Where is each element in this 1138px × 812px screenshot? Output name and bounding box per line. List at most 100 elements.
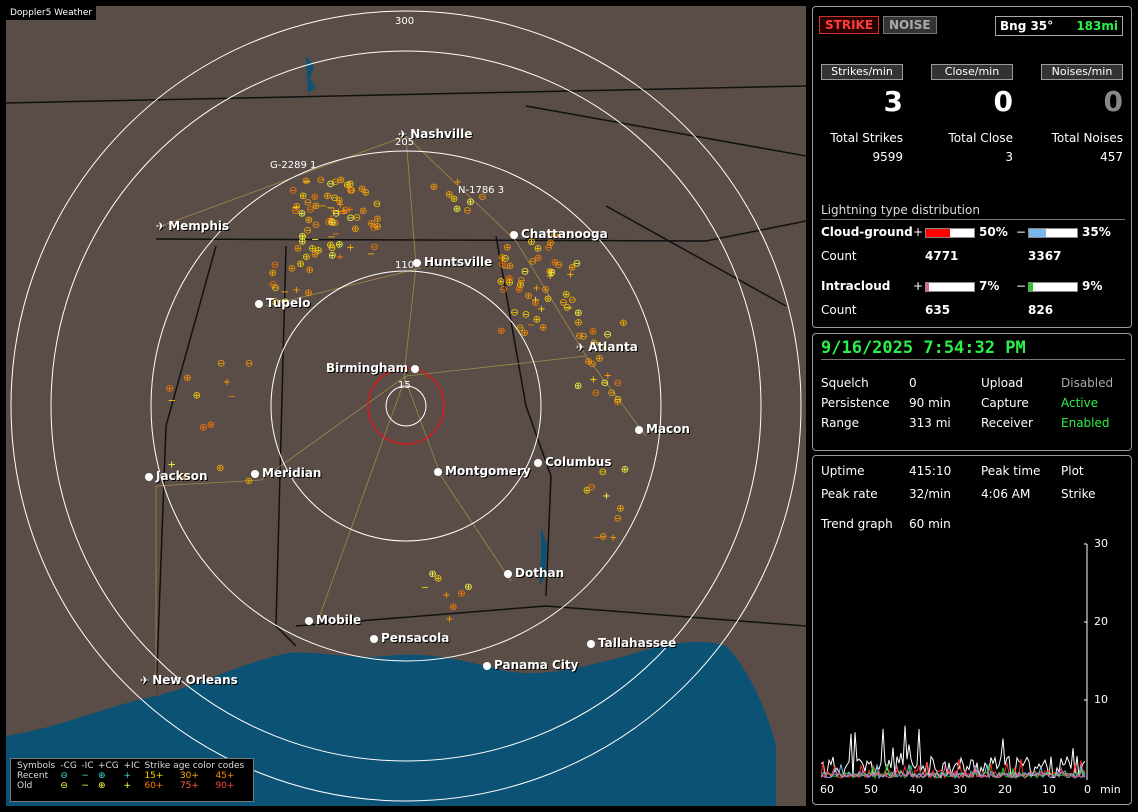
noises-per-min-header: Noises/min: [1041, 64, 1123, 80]
plus-sign: +: [913, 279, 924, 293]
symbol-legend: Symbols -CG -IC +CG +IC Strike age color…: [10, 758, 254, 802]
plot-value[interactable]: Strike: [1061, 487, 1096, 501]
trend-panel: Uptime 415:10 Peak time Plot Peak rate 3…: [812, 455, 1132, 805]
strike-marker: ⊕: [306, 265, 314, 276]
strike-marker: ⊕: [450, 194, 458, 205]
strike-marker: +: [537, 304, 545, 315]
city-pensacola: Pensacola: [370, 631, 449, 645]
strike-marker: ⊕: [298, 231, 306, 242]
strike-marker: −: [299, 231, 307, 242]
uptime-value: 415:10: [909, 464, 952, 478]
city-dot-icon: [370, 634, 378, 643]
strike-marker: ⊕: [325, 217, 333, 228]
noise-toggle[interactable]: NOISE: [883, 16, 937, 34]
trend-line: [821, 758, 1086, 780]
peak-time-label: Peak time: [981, 464, 1041, 478]
range-rings: [10, 10, 802, 802]
strike-marker: ⊖: [245, 359, 253, 370]
strike-marker: ⊖: [587, 482, 595, 493]
strike-marker: −: [527, 320, 535, 331]
map-canvas: ⊕++⊕⊖−⊕⊕⊕+−⊕⊖⊕⊖⊖⊕⊕−⊖⊕⊖⊕−⊖⊕⊖+⊕⊕⊖⊕⊕⊕+−⊕⊕⊖−…: [6, 10, 806, 806]
strike-marker: −: [292, 203, 300, 214]
strike-marker: ⊕: [311, 250, 319, 261]
city-dot-icon: [145, 472, 153, 481]
strike-marker: +: [604, 370, 612, 381]
city-dot-icon: [483, 661, 491, 670]
strike-marker: ⊖: [603, 330, 611, 341]
strike-marker: −: [593, 532, 601, 543]
city-dot-icon: [504, 569, 512, 578]
strike-marker: +: [442, 590, 450, 601]
strike-marker: ⊕: [464, 582, 472, 593]
distribution-title: Lightning type distribution: [821, 203, 980, 217]
strike-marker: +: [340, 206, 348, 217]
strike-marker: ⊕: [358, 184, 366, 195]
strike-marker: −: [326, 203, 334, 214]
strike-toggle[interactable]: STRIKE: [819, 16, 880, 34]
receiver-value: Enabled: [1061, 416, 1110, 430]
minus-sign: −: [1016, 279, 1027, 293]
legend-age: 75+: [179, 781, 199, 791]
legend-age: 15+: [144, 771, 164, 781]
strike-marker: −: [327, 232, 335, 243]
strike-marker: ⊕: [304, 288, 312, 299]
strike-marker: ⊖: [303, 226, 311, 237]
strike-marker: ⊖: [529, 256, 537, 267]
plus-sign: +: [913, 225, 924, 239]
strike-marker: ⊖: [341, 205, 349, 216]
trend-lines: [821, 725, 1086, 780]
strike-marker: ⊖: [269, 280, 277, 291]
strike-marker: −: [319, 201, 327, 212]
strike-marker: ⊕: [298, 209, 306, 220]
strike-marker: ⊕: [434, 573, 442, 584]
range-label: Range: [821, 416, 860, 430]
strike-marker: ⊕: [298, 237, 306, 248]
strike-marker: ⊕: [199, 422, 207, 433]
ic-pos-fill: [926, 283, 930, 291]
strike-marker: ⊕: [584, 357, 592, 368]
strike-marker: ⊖: [521, 267, 529, 278]
city-dot-icon: [251, 469, 259, 478]
strike-marker: ⊕: [216, 463, 224, 474]
strike-marker: +: [336, 199, 344, 210]
strike-marker: ⊖: [499, 284, 507, 295]
legend-age: 45+: [215, 771, 235, 781]
strike-marker: ⊕: [270, 296, 278, 307]
strike-marker: ⊕: [373, 222, 381, 233]
strike-marker: ⊕: [551, 258, 559, 269]
strike-marker: ⊖: [563, 302, 571, 313]
strike-marker: ⊕: [326, 240, 334, 251]
strike-marker: ⊖: [510, 308, 518, 319]
state-borders: [6, 85, 806, 697]
strike-marker: −: [591, 338, 599, 349]
city-macon: Macon: [635, 422, 690, 436]
city-memphis: ✈ Memphis: [156, 219, 230, 233]
x-tick-label: 60: [820, 783, 834, 796]
strike-marker: ⊖: [463, 206, 471, 217]
uptime-label: Uptime: [821, 464, 865, 478]
strike-marker: ⊕: [166, 384, 174, 395]
strike-marker: ⊕: [574, 317, 582, 328]
strike-marker: ⊖: [614, 394, 622, 405]
pos-ic-recent-icon: +: [123, 771, 131, 781]
x-unit-label: min: [1100, 783, 1121, 796]
range-value: 313 mi: [909, 416, 951, 430]
strike-markers: ⊕++⊕⊖−⊕⊕⊕+−⊕⊖⊕⊖⊖⊕⊕−⊖⊕⊖⊕−⊖⊕⊖+⊕⊕⊖⊕⊕⊕+−⊕⊕⊖−…: [166, 175, 630, 625]
strike-marker: ⊖: [271, 260, 279, 271]
legend-old-label: Old: [17, 781, 33, 791]
strike-marker: ⊕: [335, 240, 343, 251]
strike-marker: ⊕: [574, 381, 582, 392]
x-tick-label: 10: [1042, 783, 1056, 796]
total-close-label: Total Close: [948, 131, 1013, 145]
cloud-ground-label: Cloud-ground: [821, 225, 913, 239]
lightning-map[interactable]: ⊕ + + ⊕ ⊖ − ⊕ ⊕ ⊕ + − ⊕ ⊖ ⊕ ⊖ ⊖ ⊕ ⊕ − ⊖ ⊕ ⊖ ⊕ − ⊖ ⊕ ⊖ + ⊕ ⊕ ⊖ ⊕ ⊕ ⊕ + − ⊕ ⊕ ⊖ −…: [6, 6, 806, 806]
strike-marker: +: [334, 207, 342, 218]
city-atlanta: ✈ Atlanta: [576, 340, 638, 354]
strike-marker: ⊕: [177, 471, 185, 482]
strike-marker: ⊕: [445, 190, 453, 201]
plot-label: Plot: [1061, 464, 1084, 478]
strike-marker: ⊕: [516, 280, 524, 291]
strike-marker: ⊕: [302, 176, 310, 187]
city-dot-icon: [534, 458, 542, 467]
strike-marker: +: [346, 204, 354, 215]
